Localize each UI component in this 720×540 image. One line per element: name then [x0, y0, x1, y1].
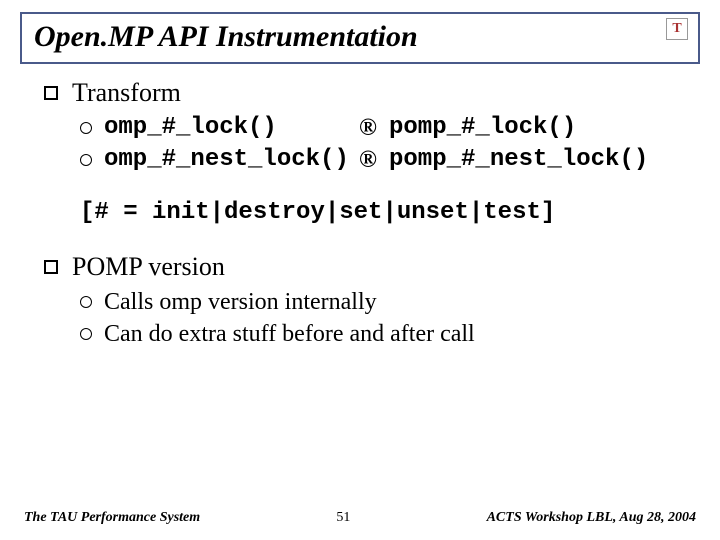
tau-logo-icon: T — [666, 18, 688, 40]
footer-left: The TAU Performance System — [24, 510, 200, 526]
code-left: omp_#_lock() — [104, 112, 359, 144]
code-mapping: omp_#_nest_lock() ® pomp_#_nest_lock() — [104, 144, 648, 176]
code-mapping: omp_#_lock() ® pomp_#_lock() — [104, 112, 576, 144]
bullet-label: Transform — [72, 78, 181, 108]
circle-bullet-icon — [80, 296, 92, 308]
legend-line: [# = init|destroy|set|unset|test] — [80, 199, 690, 226]
transform-row: omp_#_lock() ® pomp_#_lock() — [80, 112, 690, 144]
list-item: Can do extra stuff before and after call — [80, 318, 690, 350]
pomp-subs: Calls omp version internally Can do extr… — [80, 286, 690, 351]
slide-title: Open.MP API Instrumentation — [34, 20, 418, 53]
slide: Open.MP API Instrumentation T Transform … — [0, 0, 720, 540]
list-item: Calls omp version internally — [80, 286, 690, 318]
bullet-pomp: POMP version — [44, 252, 690, 282]
square-bullet-icon — [44, 260, 58, 274]
sub-text: Calls omp version internally — [104, 286, 377, 318]
code-right: pomp_#_lock() — [389, 112, 576, 144]
bullet-label: POMP version — [72, 252, 225, 282]
slide-body: Transform omp_#_lock() ® pomp_#_lock() o… — [44, 78, 690, 365]
circle-bullet-icon — [80, 122, 92, 134]
footer-right: ACTS Workshop LBL, Aug 28, 2004 — [487, 510, 696, 526]
sub-text: Can do extra stuff before and after call — [104, 318, 475, 350]
title-bar: Open.MP API Instrumentation T — [20, 12, 700, 64]
square-bullet-icon — [44, 86, 58, 100]
transform-rows: omp_#_lock() ® pomp_#_lock() omp_#_nest_… — [80, 112, 690, 177]
arrow-icon: ® — [359, 144, 389, 176]
footer-page: 51 — [313, 510, 373, 526]
circle-bullet-icon — [80, 328, 92, 340]
code-right: pomp_#_nest_lock() — [389, 144, 648, 176]
code-left: omp_#_nest_lock() — [104, 144, 359, 176]
bullet-transform: Transform — [44, 78, 690, 108]
transform-row: omp_#_nest_lock() ® pomp_#_nest_lock() — [80, 144, 690, 176]
arrow-icon: ® — [359, 112, 389, 144]
slide-footer: The TAU Performance System 51 ACTS Works… — [0, 510, 720, 526]
circle-bullet-icon — [80, 154, 92, 166]
